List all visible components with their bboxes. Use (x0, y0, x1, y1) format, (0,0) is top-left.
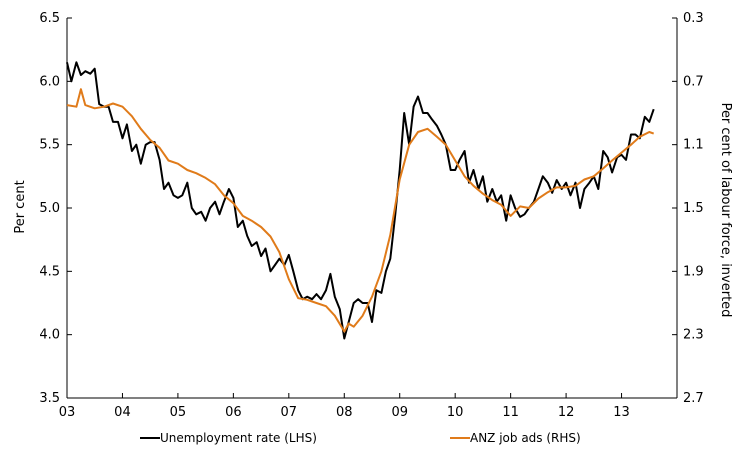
legend-label: Unemployment rate (LHS) (160, 431, 317, 445)
y-left-tick-label: 6.0 (39, 74, 60, 89)
legend-label: ANZ job ads (RHS) (470, 431, 581, 445)
y-right-tick-label: 1.5 (683, 201, 704, 216)
x-tick-label: 03 (59, 405, 76, 420)
x-tick-label: 12 (558, 405, 575, 420)
x-tick-label: 13 (613, 405, 630, 420)
x-tick-label: 06 (225, 405, 242, 420)
x-tick-label: 08 (336, 405, 353, 420)
x-tick-label: 05 (170, 405, 187, 420)
anz-job-ads-line (66, 88, 655, 333)
series-group (66, 61, 655, 340)
y-right-tick-label: 1.9 (683, 264, 704, 279)
y-left-tick-label: 5.5 (39, 138, 60, 153)
x-tick-label: 04 (114, 405, 131, 420)
x-tick-label: 10 (447, 405, 464, 420)
legend: Unemployment rate (LHS) ANZ job ads (RHS) (140, 431, 581, 445)
y-left-tick-label: 4.0 (39, 328, 60, 343)
y-right-tick-label: 2.7 (683, 391, 704, 406)
y-right-tick-label: 0.7 (683, 74, 704, 89)
unemployment-rate-line (66, 61, 655, 340)
y-axis-label-right: Per cent of labour force, inverted (718, 103, 733, 318)
y-right-tick-label: 2.3 (683, 328, 704, 343)
y-right-tick-label: 0.3 (683, 11, 704, 26)
axes: 3.5 4.0 4.5 5.0 5.5 6.0 6.5 0.3 0.7 1.1 1.5 1.9 2.3 2… (39, 11, 703, 420)
y-axis-label-left: Per cent (13, 180, 28, 233)
y-left-tick-label: 6.5 (39, 11, 60, 26)
x-tick-label: 09 (391, 405, 408, 420)
x-tick-label: 11 (502, 405, 519, 420)
y-right-tick-label: 1.1 (683, 138, 704, 153)
y-left-tick-label: 5.0 (39, 201, 60, 216)
y-left-tick-label: 3.5 (39, 391, 60, 406)
y-left-tick-label: 4.5 (39, 264, 60, 279)
x-tick-label: 07 (281, 405, 298, 420)
